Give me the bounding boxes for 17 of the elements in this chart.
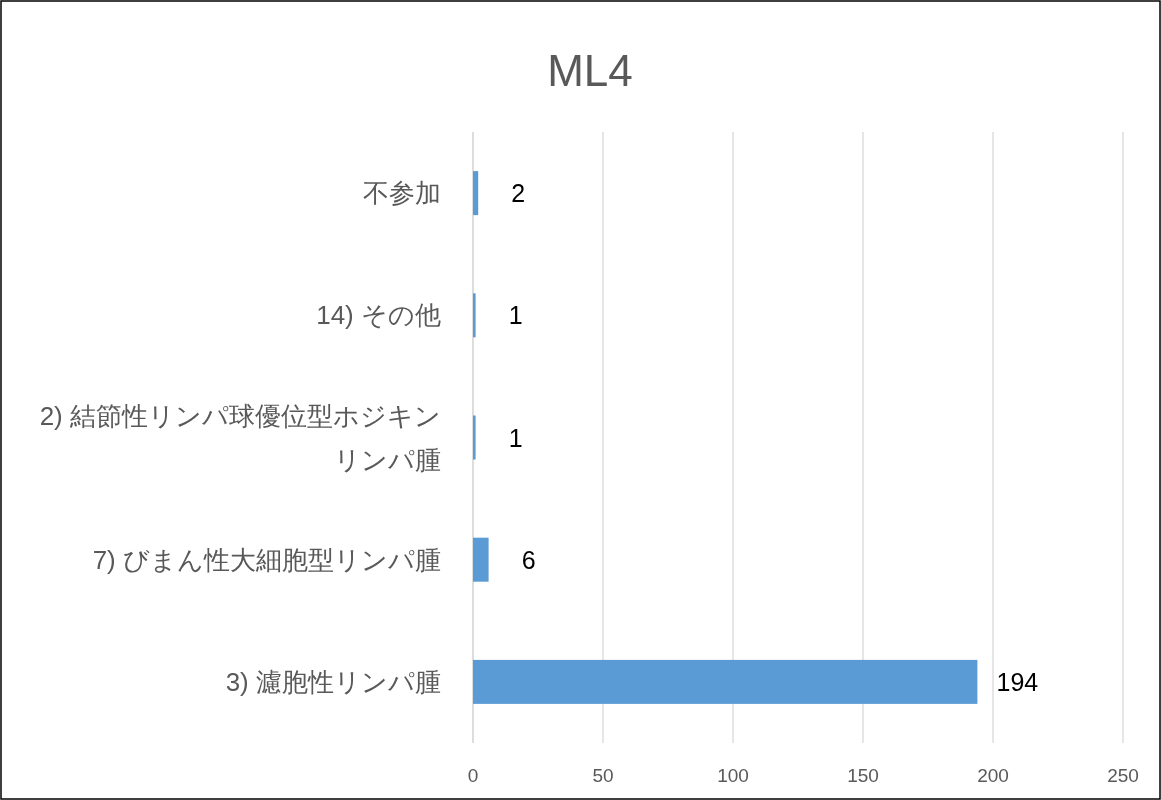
data-label: 1 <box>508 301 523 330</box>
data-label: 6 <box>521 545 536 574</box>
y-tick-label: 不参加 <box>363 178 441 209</box>
y-tick-label: 3) 濾胞性リンパ腫 <box>225 666 441 697</box>
x-tick-label: 50 <box>592 765 614 786</box>
y-tick-label: 2) 結節性リンパ球優位型ホジキンリンパ腫 <box>39 400 441 475</box>
data-label: 1 <box>508 423 523 452</box>
data-label: 194 <box>996 667 1039 696</box>
y-tick-label: 14) その他 <box>316 300 441 331</box>
x-tick-label: 150 <box>847 765 879 786</box>
data-label: 2 <box>511 179 526 208</box>
y-tick-label: 7) びまん性大細胞型リンパ腫 <box>92 544 441 575</box>
x-tick-label: 250 <box>1107 765 1139 786</box>
x-tick-label: 0 <box>467 765 479 786</box>
x-tick-label: 100 <box>717 765 749 786</box>
chart-title: ML4 <box>547 46 633 95</box>
x-tick-label: 200 <box>977 765 1009 786</box>
